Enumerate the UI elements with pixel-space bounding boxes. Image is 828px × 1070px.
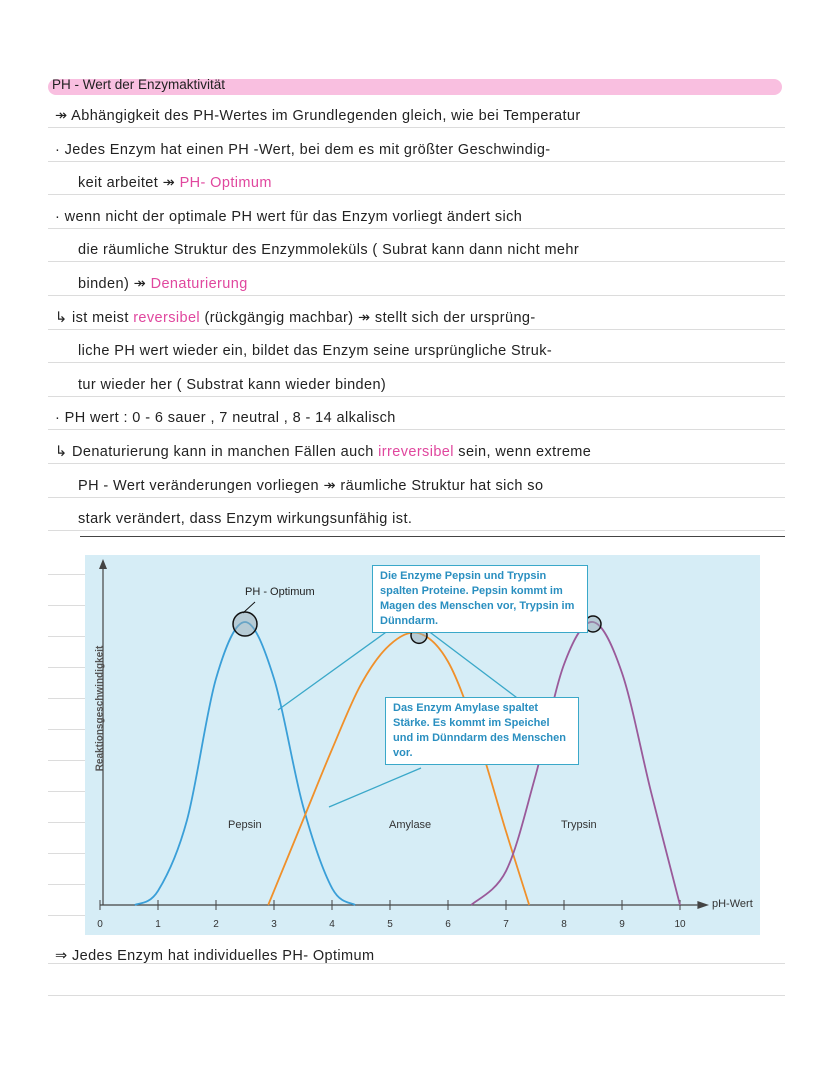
x-tick-label: 3 (271, 919, 277, 930)
optimum-circle (232, 611, 258, 637)
x-tick-label: 6 (445, 919, 451, 930)
note-line: · PH wert : 0 - 6 sauer , 7 neutral , 8 … (55, 410, 396, 426)
rule-line (48, 822, 86, 823)
highlighted-term: irreversibel (378, 444, 454, 460)
note-text: PH - Wert veränderungen vorliegen ↠ räum… (78, 477, 544, 494)
rule-line (48, 698, 86, 699)
callout-pointer (328, 767, 422, 808)
note-text: die räumliche Struktur des Enzymmoleküls… (78, 242, 580, 259)
curve-pepsin (134, 621, 356, 906)
note-text: (rückgängig machbar) ↠ stellt sich der u… (200, 309, 536, 326)
rule-line (48, 261, 785, 263)
rule-line (48, 530, 785, 532)
handwritten-optimum-label: PH - Optimum (245, 586, 315, 598)
note-text: · Jedes Enzym hat einen PH -Wert, bei de… (55, 141, 551, 158)
rule-line (48, 160, 785, 162)
highlighted-term: PH- Optimum (179, 175, 272, 192)
rule-line (48, 915, 86, 916)
rule-line (48, 574, 86, 575)
curve-amylase (267, 631, 531, 906)
note-text: sein, wenn extreme (453, 444, 592, 460)
x-axis-arrow (697, 901, 709, 909)
x-tick-label: 2 (213, 919, 219, 930)
y-axis-label: Reaktionsgeschwindigkeit (94, 645, 106, 772)
note-text: keit arbeitet ↠ (78, 175, 180, 192)
rule-line (48, 791, 86, 792)
note-line: PH - Wert veränderungen vorliegen ↠ räum… (78, 478, 543, 494)
highlighted-term: Denaturierung (150, 276, 248, 292)
rule-line (48, 295, 785, 296)
note-line: ↠ Abhängigkeit des PH-Wertes im Grundleg… (55, 108, 581, 124)
note-line: die räumliche Struktur des Enzymmoleküls… (78, 242, 579, 258)
rule-line (48, 760, 86, 761)
note-text: stark verändert, dass Enzym wirkungsunfä… (78, 511, 413, 528)
note-line: · wenn nicht der optimale PH wert für da… (55, 209, 522, 225)
x-tick-label: 5 (387, 919, 393, 930)
note-text: · PH wert : 0 - 6 sauer , 7 neutral , 8 … (55, 410, 396, 427)
label-pepsin: Pepsin (228, 819, 262, 831)
note-line: tur wieder her ( Substrat kann wieder bi… (78, 377, 386, 393)
note-text: ↳ ist meist (55, 309, 134, 326)
note-line: stark verändert, dass Enzym wirkungsunfä… (78, 511, 412, 527)
callout-amylase: Das Enzym Amylase spaltet Stärke. Es kom… (385, 697, 579, 765)
annotation-pointer (242, 601, 256, 614)
rule-line (48, 605, 86, 606)
rule-line (48, 636, 86, 637)
x-axis-label: pH-Wert (712, 898, 753, 910)
rule-line (48, 496, 785, 498)
label-amylase: Amylase (389, 819, 432, 831)
x-tick-label: 9 (619, 919, 625, 930)
note-line: ↳ Denaturierung kann in manchen Fällen a… (55, 444, 591, 460)
rule-line (48, 227, 785, 229)
note-text: liche PH wert wieder ein, bildet das Enz… (78, 343, 553, 360)
rule-line (48, 429, 785, 431)
x-tick-label: 1 (155, 919, 161, 930)
x-tick-label: 7 (503, 919, 509, 930)
rule-line (48, 995, 785, 996)
note-text: tur wieder her ( Substrat kann wieder bi… (78, 376, 387, 393)
x-tick-label: 4 (329, 919, 335, 930)
divider (80, 536, 785, 537)
note-line: liche PH wert wieder ein, bildet das Enz… (78, 343, 552, 359)
x-tick-label: 10 (674, 919, 686, 930)
conclusion: ⇒ Jedes Enzym hat individuelles PH- Opti… (55, 948, 375, 964)
y-axis-arrow (99, 559, 107, 569)
rule-line (48, 963, 785, 964)
rule-line (48, 853, 86, 854)
rule-line (48, 362, 785, 364)
note-line: binden) ↠ Denaturierung (78, 276, 248, 292)
title-highlight (48, 79, 782, 95)
rule-line (48, 667, 86, 668)
rule-line (48, 463, 785, 464)
rule-line (48, 395, 785, 397)
note-text: · wenn nicht der optimale PH wert für da… (55, 208, 523, 225)
x-tick-label: 0 (97, 919, 103, 930)
page-title: PH - Wert der Enzymaktivität (52, 77, 226, 92)
note-text: ↳ Denaturierung kann in manchen Fällen a… (55, 444, 379, 460)
rule-line (48, 127, 785, 128)
note-text: ↠ Abhängigkeit des PH-Wertes im Grundleg… (55, 108, 581, 124)
highlighted-term: reversibel (133, 309, 201, 326)
x-tick-label: 8 (561, 919, 567, 930)
rule-line (48, 194, 785, 196)
callout-pepsin-trypsin: Die Enzyme Pepsin und Trypsin spalten Pr… (372, 565, 588, 633)
note-line: keit arbeitet ↠ PH- Optimum (78, 175, 272, 191)
note-text: binden) ↠ (78, 276, 151, 292)
rule-line (48, 729, 86, 730)
ph-chart: 0 1 2 3 4 5 6 7 8 9 10 Die Enzyme Pepsin und Tryps… (85, 555, 760, 935)
rule-line (48, 884, 86, 885)
rule-line (48, 328, 785, 330)
note-line: · Jedes Enzym hat einen PH -Wert, bei de… (55, 142, 551, 158)
note-line: ↳ ist meist reversibel (rückgängig machb… (55, 310, 536, 326)
label-trypsin: Trypsin (561, 819, 597, 831)
